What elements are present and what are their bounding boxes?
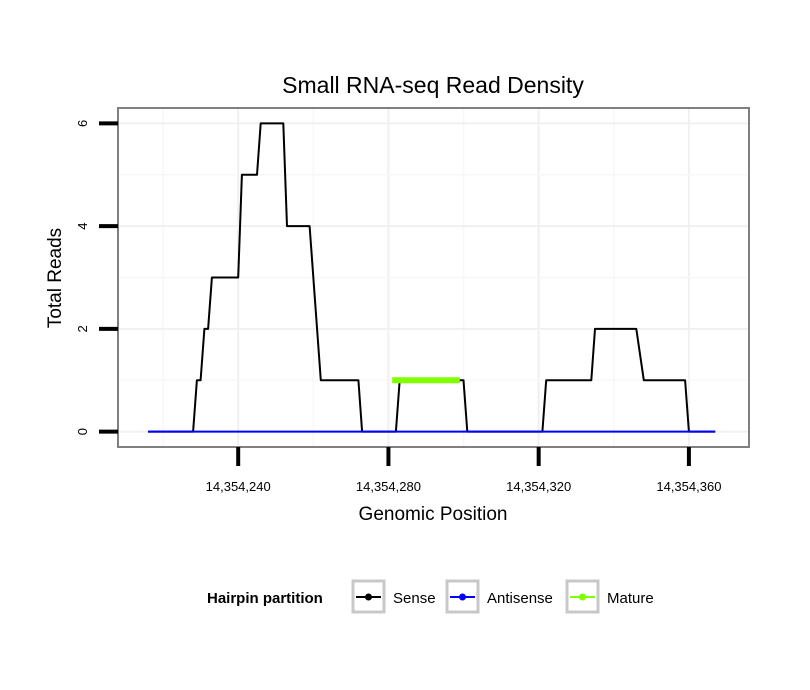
y-axis: 0 2 4 6 bbox=[75, 120, 118, 435]
legend: Hairpin partition Sense Antisense Mature bbox=[207, 579, 654, 614]
legend-label: Antisense bbox=[487, 590, 553, 607]
legend-title: Hairpin partition bbox=[207, 590, 323, 607]
y-tick-label: 2 bbox=[75, 325, 90, 332]
plot-panel bbox=[117, 107, 750, 448]
legend-item-mature: Mature bbox=[565, 579, 654, 614]
legend-label: Sense bbox=[393, 590, 436, 607]
series-line-sense bbox=[148, 122, 716, 433]
y-tick-label: 4 bbox=[75, 223, 90, 230]
x-tick-label: 14,354,320 bbox=[506, 479, 571, 494]
x-tick-label: 14,354,360 bbox=[656, 479, 721, 494]
y-tick-label: 6 bbox=[75, 120, 90, 127]
y-axis-title: Total Reads bbox=[45, 228, 66, 328]
y-tick-label: 0 bbox=[75, 428, 90, 435]
legend-key-dot bbox=[365, 593, 372, 601]
series-layer bbox=[148, 122, 716, 433]
legend-item-antisense: Antisense bbox=[445, 579, 553, 614]
legend-key-dot bbox=[579, 593, 586, 601]
legend-key-dot bbox=[459, 593, 466, 601]
x-tick-label: 14,354,240 bbox=[206, 479, 271, 494]
x-tick-label: 14,354,280 bbox=[356, 479, 421, 494]
legend-item-sense: Sense bbox=[351, 579, 436, 614]
legend-label: Mature bbox=[607, 590, 654, 607]
chart-title: Small RNA-seq Read Density bbox=[282, 72, 584, 98]
x-axis-title: Genomic Position bbox=[359, 504, 508, 525]
x-axis: 14,354,240 14,354,280 14,354,320 14,354,360 bbox=[206, 447, 721, 494]
